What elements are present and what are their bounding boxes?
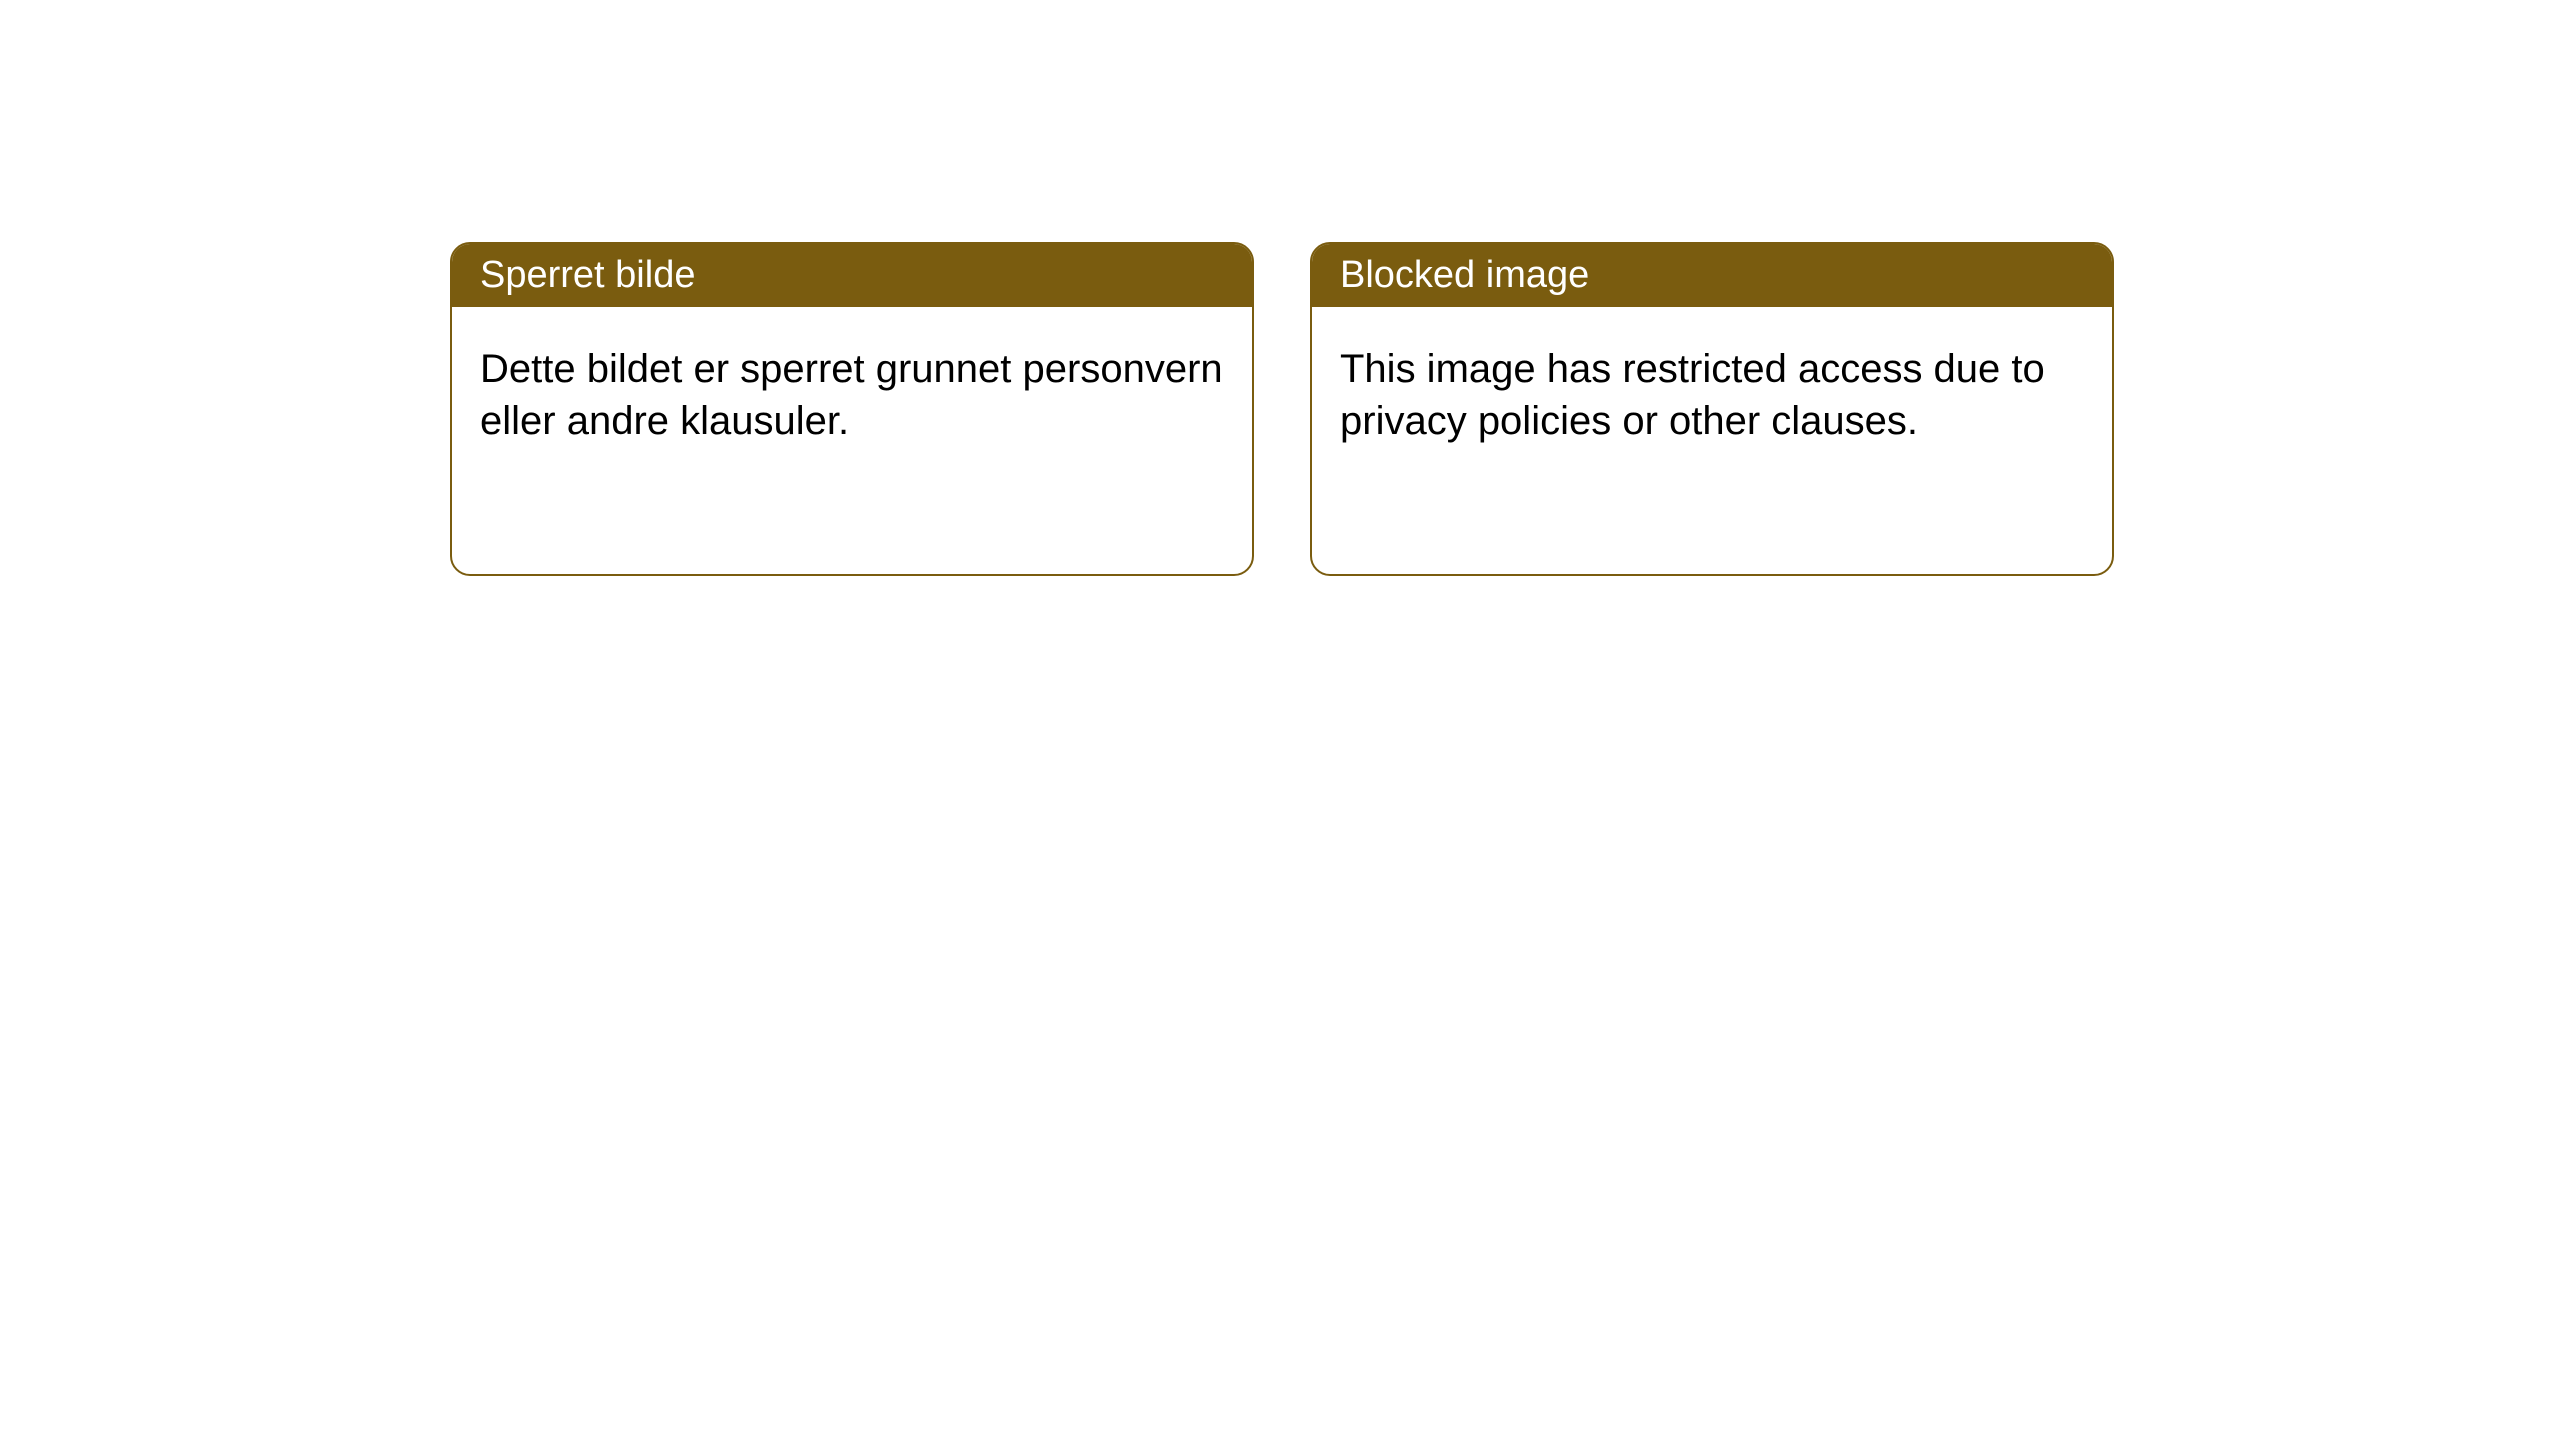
card-body-no: Dette bildet er sperret grunnet personve… — [452, 307, 1252, 483]
card-body-en: This image has restricted access due to … — [1312, 307, 2112, 483]
blocked-image-card-en: Blocked image This image has restricted … — [1310, 242, 2114, 576]
card-header-no: Sperret bilde — [452, 244, 1252, 307]
card-container: Sperret bilde Dette bildet er sperret gr… — [0, 0, 2560, 576]
card-header-en: Blocked image — [1312, 244, 2112, 307]
blocked-image-card-no: Sperret bilde Dette bildet er sperret gr… — [450, 242, 1254, 576]
